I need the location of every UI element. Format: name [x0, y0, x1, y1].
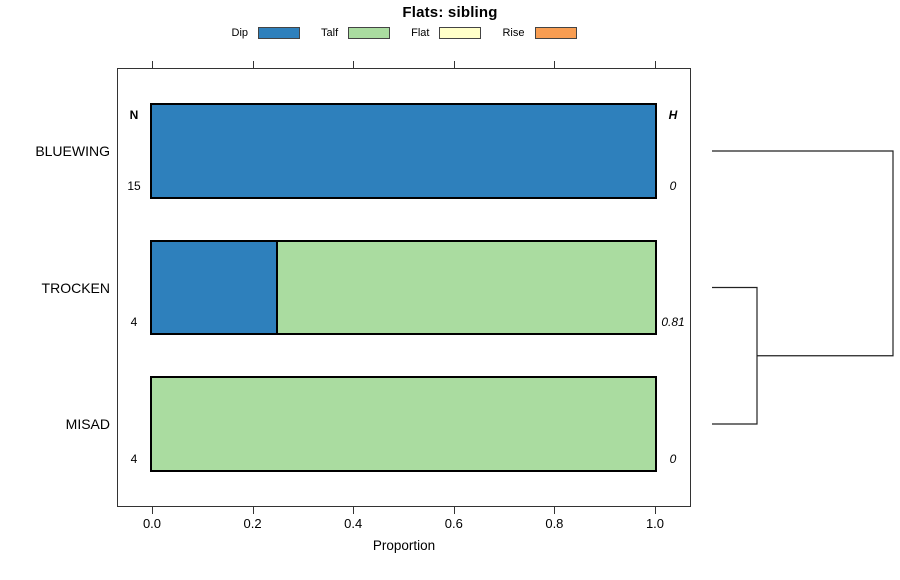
x-tick-label: 0.0 — [142, 516, 162, 531]
x-tick-label: 0.8 — [545, 516, 564, 531]
x-tick-bottom — [554, 507, 556, 514]
dendrogram-branch-root — [712, 150, 894, 357]
x-tick-bottom — [252, 507, 254, 514]
stacked-bar-bluewing — [150, 103, 657, 199]
x-tick-top — [152, 61, 153, 68]
x-tick-top — [453, 61, 455, 68]
x-tick-top — [353, 61, 355, 68]
x-tick-top — [655, 61, 656, 68]
legend-label: Dip — [231, 27, 249, 39]
h-column-header: H — [668, 108, 678, 122]
x-tick-label: 0.4 — [344, 516, 363, 531]
n-value: 4 — [130, 452, 138, 466]
x-tick-bottom — [353, 507, 355, 514]
legend-label: Talf — [321, 27, 339, 39]
legend-swatch — [439, 27, 482, 39]
x-tick-label: 1.0 — [645, 516, 665, 531]
bar-segment-dip — [152, 242, 278, 333]
x-tick-bottom — [453, 507, 455, 514]
dendrogram-branch-trocken-misad — [712, 286, 758, 425]
legend-swatch — [348, 27, 391, 39]
x-tick-bottom — [655, 507, 656, 514]
legend-swatch — [258, 27, 301, 39]
legend-label: Flat — [411, 27, 430, 39]
h-value: 0 — [669, 179, 677, 193]
n-column-header: N — [129, 108, 139, 122]
stacked-bar-misad — [150, 376, 657, 472]
x-tick-label: 0.6 — [444, 516, 463, 531]
bar-segment-talf — [152, 378, 655, 470]
row-label-misad: MISAD — [65, 416, 110, 432]
x-tick-bottom — [152, 507, 153, 514]
stacked-bar-trocken — [150, 240, 657, 335]
h-value: 0 — [669, 452, 677, 466]
n-value: 15 — [127, 179, 141, 193]
legend-swatch — [534, 27, 577, 39]
legend-item-dip: Dip — [232, 27, 301, 39]
bar-segment-dip — [152, 105, 655, 197]
legend-item-flat: Flat — [411, 27, 482, 39]
row-label-trocken: TROCKEN — [41, 279, 110, 296]
n-value: 4 — [130, 315, 138, 329]
legend-label: Rise — [502, 27, 525, 39]
legend-item-talf: Talf — [321, 27, 391, 39]
bar-segment-talf — [277, 242, 655, 333]
row-label-bluewing: BLUEWING — [35, 143, 110, 159]
h-value: 0.81 — [661, 315, 685, 329]
x-tick-top — [554, 61, 556, 68]
x-tick-label: 0.2 — [243, 516, 262, 531]
x-tick-top — [252, 61, 254, 68]
legend: Dip Talf Flat Rise — [0, 26, 808, 40]
chart-title: Flats: sibling — [402, 4, 498, 21]
x-axis-label: Proportion — [372, 538, 436, 553]
legend-item-rise: Rise — [502, 27, 577, 39]
